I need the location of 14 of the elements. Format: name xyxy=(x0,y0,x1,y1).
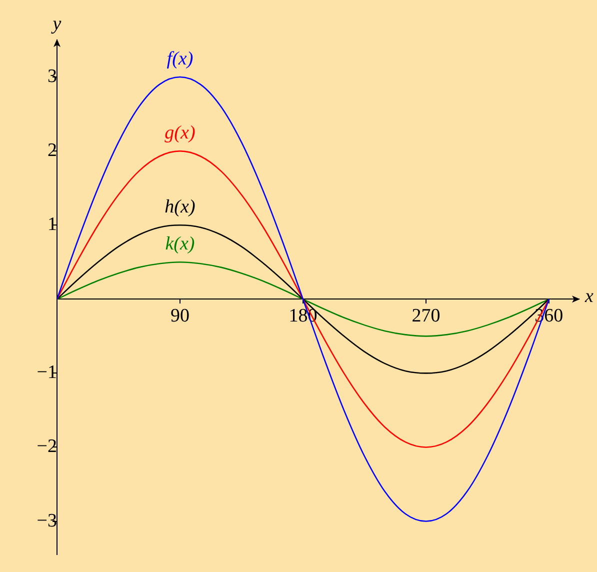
y-tick-label: 1 xyxy=(48,214,57,236)
x-axis-title: x xyxy=(584,286,594,308)
y-tick-label: −1 xyxy=(36,362,57,384)
y-tick-label: 3 xyxy=(48,66,57,88)
series-label: h(x) xyxy=(164,196,196,218)
y-tick-label: 2 xyxy=(48,140,57,162)
x-tick-label: 270 xyxy=(412,306,440,327)
series-label: f(x) xyxy=(166,48,194,70)
y-tick-label: −3 xyxy=(36,510,57,532)
series-label: g(x) xyxy=(164,122,196,144)
x-tick-label: 90 xyxy=(170,306,190,327)
y-tick-label: −2 xyxy=(36,436,57,458)
series-label: k(x) xyxy=(165,234,195,255)
y-axis-title: y xyxy=(50,14,62,34)
